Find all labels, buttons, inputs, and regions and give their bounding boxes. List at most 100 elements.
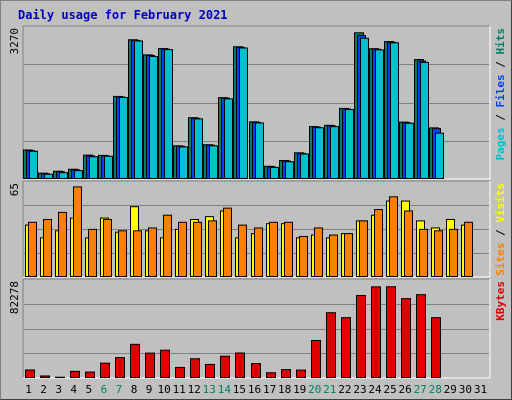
x-tick-label: 6 <box>101 383 108 396</box>
bar-sites-day-1 <box>28 221 37 278</box>
legend-hits: Pages / Files / Hits <box>494 28 507 161</box>
x-tick-label: 3 <box>55 383 62 396</box>
bar-sites-day-11 <box>178 221 187 278</box>
x-tick-label: 14 <box>218 383 232 396</box>
bar-sites-day-18 <box>284 221 293 278</box>
bar-kbytes-day-10 <box>160 349 170 379</box>
bar-pages-day-28 <box>435 132 444 180</box>
x-tick-label: 30 <box>459 383 472 396</box>
bar-sites-day-20 <box>314 227 323 277</box>
bar-pages-day-26 <box>405 122 414 180</box>
bar-sites-day-4 <box>73 186 82 278</box>
bar-sites-day-8 <box>133 230 142 278</box>
bar-pages-day-9 <box>149 55 158 179</box>
bar-kbytes-day-16 <box>251 363 261 379</box>
legend-entry: Hits <box>494 28 507 55</box>
x-tick-label: 7 <box>116 383 123 396</box>
x-tick-label: 9 <box>146 383 153 396</box>
bar-sites-day-19 <box>299 235 308 277</box>
x-tick-label: 2 <box>40 383 47 396</box>
x-tick-label: 26 <box>398 383 411 396</box>
bar-kbytes-day-12 <box>190 358 200 378</box>
bar-pages-day-11 <box>179 146 188 179</box>
x-tick-label: 28 <box>429 383 442 396</box>
chart-title: Daily usage for February 2021 <box>18 8 228 22</box>
x-tick-label: 4 <box>70 383 77 396</box>
bar-pages-day-17 <box>270 166 279 180</box>
x-tick-label: 31 <box>474 383 487 396</box>
panel-visits: 65 Sites / Visits <box>8 180 507 278</box>
bar-kbytes-day-23 <box>356 294 366 378</box>
bar-kbytes-day-26 <box>401 298 411 379</box>
bar-sites-day-12 <box>193 221 202 278</box>
legend-entry: Sites <box>494 243 507 276</box>
bar-pages-day-24 <box>375 49 384 179</box>
bar-sites-day-27 <box>419 228 428 277</box>
bar-pages-day-16 <box>255 122 264 180</box>
legend-entry: Pages <box>494 127 507 160</box>
bar-sites-day-10 <box>163 214 172 278</box>
bar-sites-day-14 <box>223 207 232 277</box>
bar-kbytes-day-9 <box>145 352 155 379</box>
bar-kbytes-day-5 <box>85 371 95 379</box>
bar-kbytes-day-24 <box>371 286 381 378</box>
bar-kbytes-day-11 <box>175 366 185 378</box>
legend-entry: / <box>494 108 507 128</box>
bar-sites-day-23 <box>359 220 368 277</box>
plot-area-kbytes <box>23 279 490 378</box>
bar-kbytes-day-15 <box>235 352 245 378</box>
bar-pages-day-22 <box>345 109 354 179</box>
x-tick-label: 20 <box>308 383 321 396</box>
bar-pages-day-27 <box>420 61 429 179</box>
x-tick-label: 25 <box>383 383 396 396</box>
x-tick-label: 8 <box>131 383 138 396</box>
bar-sites-day-5 <box>88 228 97 277</box>
bar-pages-day-23 <box>360 37 369 180</box>
bar-pages-day-14 <box>224 98 233 179</box>
bar-sites-day-21 <box>329 234 338 278</box>
x-tick-label: 22 <box>338 383 351 396</box>
bar-sites-day-17 <box>269 221 278 278</box>
bar-sites-day-22 <box>344 233 353 277</box>
bar-sites-day-24 <box>374 209 383 277</box>
bar-kbytes-day-14 <box>220 355 230 378</box>
x-tick-label: 21 <box>323 383 336 396</box>
x-tick-label: 10 <box>157 383 170 396</box>
bar-kbytes-day-25 <box>386 286 396 379</box>
x-tick-label: 24 <box>368 383 382 396</box>
bar-kbytes-day-17 <box>266 372 276 379</box>
bar-pages-day-8 <box>134 40 143 180</box>
bar-kbytes-day-22 <box>341 317 351 379</box>
bar-sites-day-28 <box>434 230 443 278</box>
x-tick-label: 5 <box>85 383 92 396</box>
bar-kbytes-day-20 <box>311 340 321 379</box>
bar-kbytes-day-18 <box>281 369 291 378</box>
bar-pages-day-5 <box>89 156 98 180</box>
bar-sites-day-15 <box>238 224 247 277</box>
bar-sites-day-9 <box>148 227 157 277</box>
x-tick-label: 18 <box>278 383 291 396</box>
bar-kbytes-day-27 <box>416 294 426 379</box>
panel-kbytes: 82278 KBytes <box>8 278 507 379</box>
bar-kbytes-day-21 <box>326 312 336 378</box>
legend-entry: Visits <box>494 183 507 223</box>
bar-kbytes-day-13 <box>205 363 215 378</box>
x-tick-label: 19 <box>293 383 306 396</box>
x-tick-label: 1 <box>25 383 32 396</box>
bar-sites-day-2 <box>43 218 52 278</box>
bar-pages-day-18 <box>285 161 294 179</box>
bar-pages-day-15 <box>239 47 248 179</box>
bar-kbytes-day-1 <box>25 369 35 379</box>
bar-pages-day-7 <box>119 96 128 179</box>
bar-pages-day-2 <box>44 173 53 179</box>
bar-kbytes-day-6 <box>100 362 110 378</box>
bar-sites-day-13 <box>208 220 217 277</box>
x-tick-label: 29 <box>444 383 457 396</box>
bar-kbytes-day-7 <box>115 357 125 379</box>
bar-pages-day-6 <box>104 155 113 180</box>
legend-entry: KBytes <box>494 281 507 321</box>
bar-pages-day-19 <box>300 153 309 180</box>
bar-pages-day-3 <box>59 172 68 179</box>
bar-sites-day-29 <box>449 228 458 277</box>
